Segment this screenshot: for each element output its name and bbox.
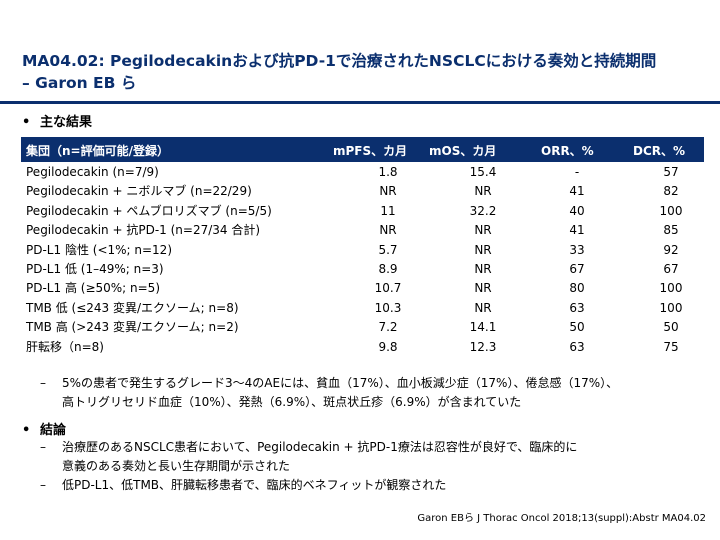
table-row: PD-L1 低 (1–49%; n=3) 8.9 NR 67 67: [21, 260, 704, 279]
cell-dcr: 100: [659, 203, 683, 218]
cell-cohort: PD-L1 陰性 (<1%; n=12): [26, 242, 172, 257]
cell-mpfs: 7.2: [378, 320, 398, 335]
results-table: Pegilodecakin (n=7/9) 1.8 15.4 - 57 Pegi…: [21, 163, 704, 357]
cell-cohort: Pegilodecakin (n=7/9): [26, 165, 159, 179]
table-row: PD-L1 陰性 (<1%; n=12) 5.7 NR 33 92: [21, 241, 704, 260]
bullet-icon: •: [22, 423, 31, 438]
cell-cohort: Pegilodecakin + ニボルマブ (n=22/29): [26, 184, 252, 199]
header-dcr: DCR、%: [633, 144, 686, 158]
title-line-2: – Garon EB ら: [22, 74, 137, 92]
slide-title: MA04.02: Pegilodecakinおよび抗PD-1で治療されたNSCL…: [22, 50, 712, 94]
cell-mpfs: 10.7: [374, 281, 402, 296]
cell-orr: 40: [569, 203, 585, 218]
header-orr: ORR、%: [541, 144, 594, 158]
cell-dcr: 75: [663, 339, 679, 354]
cell-mpfs: 8.9: [378, 261, 398, 276]
table-row: PD-L1 高 (≥50%; n=5) 10.7 NR 80 100: [21, 279, 704, 298]
cell-orr: 50: [569, 320, 585, 335]
cell-mos: NR: [474, 223, 492, 238]
cell-dcr: 100: [659, 281, 683, 296]
cell-cohort: TMB 低 (≤243 変異/エクソーム; n=8): [26, 300, 239, 315]
table-row: 肝転移（n=8) 9.8 12.3 63 75: [21, 338, 704, 357]
results-bullet: • 主な結果: [22, 111, 92, 130]
conclusion-1-line-2: 意義のある奏効と長い生存期間が示された: [62, 459, 291, 473]
conclusion-item-2: – 低PD-L1、低TMB、肝臓転移患者で、臨床的ベネフィットが観察された: [40, 476, 710, 495]
conclusion-item-1: – 治療歴のあるNSCLC患者において、Pegilodecakin + 抗PD-1…: [40, 438, 710, 476]
table-row: Pegilodecakin + ニボルマブ (n=22/29) NR NR 41…: [21, 182, 704, 201]
table-row: TMB 低 (≤243 変異/エクソーム; n=8) 10.3 NR 63 10…: [21, 299, 704, 318]
cell-mos: 12.3: [469, 339, 497, 354]
table-row: Pegilodecakin + 抗PD-1 (n=27/34 合計) NR NR…: [21, 221, 704, 240]
cell-orr: 41: [569, 223, 585, 238]
results-heading: 主な結果: [40, 115, 93, 130]
table-row: Pegilodecakin (n=7/9) 1.8 15.4 - 57: [21, 163, 704, 182]
cell-cohort: Pegilodecakin + 抗PD-1 (n=27/34 合計): [26, 223, 261, 238]
header-cohort: 集団（n=評価可能/登録）: [26, 144, 169, 158]
cell-cohort: Pegilodecakin + ペムブロリズマブ (n=5/5): [26, 203, 272, 218]
dash-icon: –: [40, 440, 46, 454]
cell-mos: NR: [474, 261, 492, 276]
cell-orr: 41: [569, 184, 585, 199]
dash-icon: –: [40, 376, 46, 390]
title-divider: [0, 101, 720, 104]
conclusion-1-line-1: 治療歴のあるNSCLC患者において、Pegilodecakin + 抗PD-1療…: [62, 440, 578, 454]
cell-orr: -: [574, 165, 580, 179]
cell-cohort: 肝転移（n=8): [26, 339, 104, 354]
conclusion-bullet: • 結論: [22, 419, 66, 438]
cell-dcr: 82: [663, 184, 679, 199]
cell-orr: 33: [569, 242, 585, 257]
cell-dcr: 50: [663, 320, 679, 335]
table-row: Pegilodecakin + ペムブロリズマブ (n=5/5) 11 32.2…: [21, 202, 704, 221]
cell-mpfs: 10.3: [374, 300, 402, 315]
title-line-1: MA04.02: Pegilodecakinおよび抗PD-1で治療されたNSCL…: [22, 52, 657, 70]
ae-note-line-2: 高トリグリセリド血症（10%）、発熱（6.9%）、斑点状丘疹（6.9%）が含まれ…: [62, 395, 522, 409]
cell-cohort: TMB 高 (>243 変異/エクソーム; n=2): [26, 320, 239, 335]
cell-cohort: PD-L1 高 (≥50%; n=5): [26, 281, 160, 296]
cell-dcr: 57: [663, 165, 679, 179]
cell-mos: 32.2: [469, 203, 497, 218]
cell-mos: 15.4: [469, 165, 497, 179]
citation: Garon EBら J Thorac Oncol 2018;13(suppl):…: [417, 513, 706, 524]
ae-note: – 5%の患者で発生するグレード3～4のAEには、貧血（17%）、血小板減少症（1…: [40, 374, 710, 412]
cell-dcr: 92: [663, 242, 679, 257]
cell-orr: 63: [569, 339, 585, 354]
ae-note-line-1: 5%の患者で発生するグレード3～4のAEには、貧血（17%）、血小板減少症（17…: [62, 376, 619, 390]
cell-dcr: 100: [659, 300, 683, 315]
header-mos: mOS、カ月: [429, 144, 497, 158]
cell-mpfs: NR: [379, 223, 397, 238]
cell-orr: 63: [569, 300, 585, 315]
header-mpfs: mPFS、カ月: [333, 144, 408, 158]
cell-mos: NR: [474, 242, 492, 257]
bullet-icon: •: [22, 115, 31, 130]
cell-orr: 80: [569, 281, 585, 296]
conclusion-2-text: 低PD-L1、低TMB、肝臓転移患者で、臨床的ベネフィットが観察された: [62, 478, 447, 492]
cell-mpfs: NR: [379, 184, 397, 199]
conclusion-heading: 結論: [40, 423, 67, 438]
cell-orr: 67: [569, 261, 585, 276]
dash-icon: –: [40, 478, 46, 492]
cell-mos: NR: [474, 300, 492, 315]
cell-cohort: PD-L1 低 (1–49%; n=3): [26, 261, 164, 276]
cell-mpfs: 5.7: [378, 242, 398, 257]
cell-mpfs: 9.8: [378, 339, 398, 354]
cell-mos: NR: [474, 184, 492, 199]
cell-mpfs: 1.8: [378, 165, 398, 179]
cell-mos: NR: [474, 281, 492, 296]
cell-dcr: 85: [663, 223, 679, 238]
cell-mpfs: 11: [380, 203, 396, 218]
cell-mos: 14.1: [469, 320, 497, 335]
table-header: 集団（n=評価可能/登録） mPFS、カ月 mOS、カ月 ORR、% DCR、%: [21, 137, 704, 162]
table-row: TMB 高 (>243 変異/エクソーム; n=2) 7.2 14.1 50 5…: [21, 318, 704, 337]
cell-dcr: 67: [663, 261, 679, 276]
